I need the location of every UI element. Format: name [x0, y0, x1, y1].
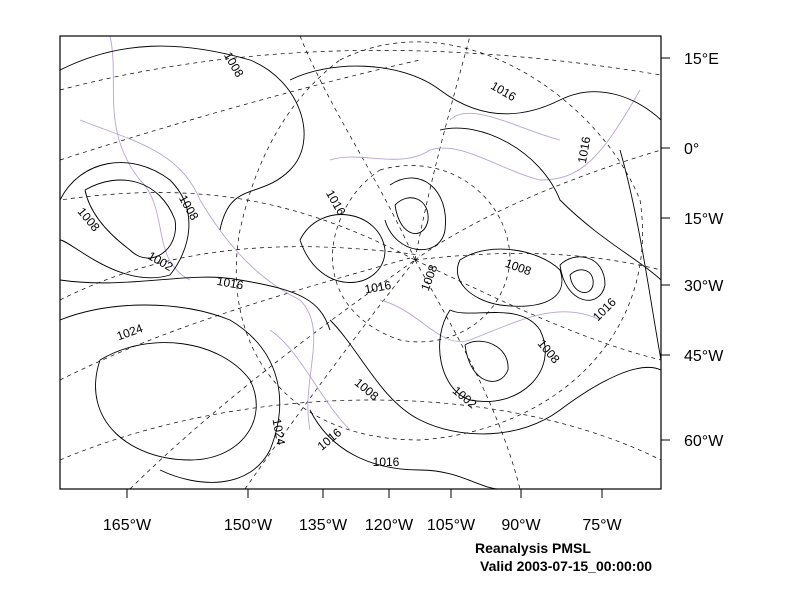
- contour-label: 1024: [115, 321, 145, 343]
- contour-label: 1016: [315, 425, 345, 453]
- contour-label: 1002: [145, 249, 175, 275]
- coastlines: [79, 36, 641, 431]
- contour-label: 1016: [575, 135, 593, 164]
- bottom-tick-label: 120°W: [365, 517, 414, 534]
- contour-label: 1016: [323, 188, 349, 218]
- contour-label: 1008: [352, 375, 382, 403]
- contour-label: 1008: [503, 256, 533, 278]
- graticule: [60, 36, 661, 489]
- map-frame: [59, 35, 662, 490]
- right-tick-label: 15°W: [684, 211, 724, 228]
- right-tick-label: 15°E: [684, 51, 719, 68]
- bottom-tick-label: 105°W: [427, 517, 476, 534]
- contour-label: 1008: [221, 50, 247, 80]
- right-tick-label: 0°: [684, 141, 699, 158]
- right-tick-label: 60°W: [684, 433, 724, 450]
- contour-label: 1008: [535, 337, 563, 367]
- contour-label: 1016: [363, 278, 392, 296]
- caption-valid: Valid 2003-07-15_00:00:00: [480, 558, 652, 574]
- contour-label: 1008: [75, 205, 103, 235]
- isobars: [60, 45, 661, 489]
- axis-labels: 15°E 0° 15°W 30°W 45°W 60°W 165°W 150°W 135°W 120…: [103, 51, 724, 534]
- bottom-tick-label: 75°W: [582, 517, 622, 534]
- bottom-tick-label: 90°W: [501, 517, 541, 534]
- contour-label: 1016: [216, 274, 245, 292]
- contour-label: 1024: [270, 417, 288, 446]
- contour-label: 1016: [488, 79, 518, 105]
- contour-label: 1016: [373, 455, 400, 469]
- contour-label: 1008: [418, 262, 440, 292]
- right-tick-label: 45°W: [684, 348, 724, 365]
- caption-title: Reanalysis PMSL: [475, 540, 591, 556]
- contour-label: 1002: [450, 383, 480, 411]
- bottom-tick-label: 150°W: [224, 517, 273, 534]
- bottom-tick-label: 165°W: [103, 517, 152, 534]
- map-field: [60, 36, 661, 489]
- right-tick-label: 30°W: [684, 278, 724, 295]
- contour-label: 1008: [176, 193, 202, 223]
- bottom-tick-label: 135°W: [299, 517, 348, 534]
